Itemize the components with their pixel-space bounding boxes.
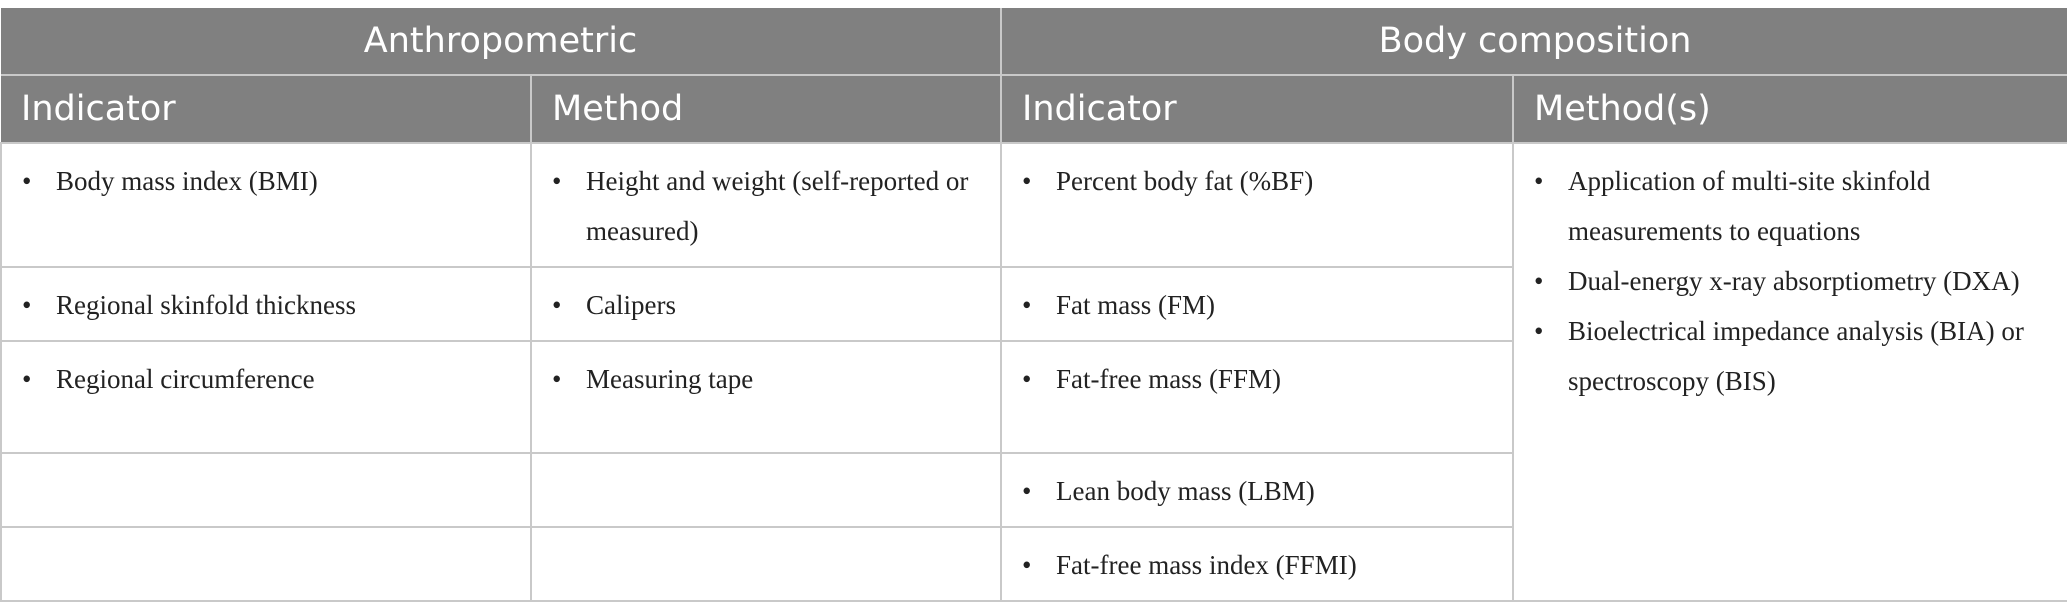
- bullet-icon: •: [22, 364, 32, 394]
- list-item: • Height and weight (self-reported or me…: [546, 156, 986, 256]
- list-item: • Body mass index (BMI): [16, 156, 516, 206]
- anthro-indicator-cell: • Regional skinfold thickness: [0, 266, 532, 342]
- list-item: • Percent body fat (%BF): [1016, 156, 1498, 206]
- list-item: • Measuring tape: [546, 354, 986, 404]
- body-indicator-cell: • Lean body mass (LBM): [1000, 452, 1514, 528]
- bullet-icon: •: [1534, 166, 1544, 196]
- body-indicator-cell: • Percent body fat (%BF): [1000, 142, 1514, 268]
- bullet-icon: •: [1022, 290, 1032, 320]
- body-methods-cell: • Application of multi-site skinfold mea…: [1512, 142, 2067, 602]
- column-header-anthro-method: Method: [530, 75, 1001, 144]
- body-indicator-cell: • Fat-free mass index (FFMI): [1000, 526, 1514, 602]
- body-method-text: Application of multi-site skinfold measu…: [1568, 166, 1931, 246]
- bullet-icon: •: [1534, 316, 1544, 346]
- body-indicator-cell: • Fat mass (FM): [1000, 266, 1514, 342]
- body-method-text: Dual-energy x-ray absorptiometry (DXA): [1568, 266, 2020, 296]
- body-indicator-text: Percent body fat (%BF): [1056, 166, 1314, 196]
- anthro-method-cell-empty: [530, 526, 1002, 602]
- body-indicator-text: Fat-free mass (FFM): [1056, 364, 1281, 394]
- list-item: • Regional skinfold thickness: [16, 280, 516, 330]
- body-indicator-text: Lean body mass (LBM): [1056, 476, 1315, 506]
- body-method-text: Bioelectrical impedance analysis (BIA) o…: [1568, 316, 2024, 396]
- list-item: • Lean body mass (LBM): [1016, 466, 1498, 516]
- anthro-method-cell: • Height and weight (self-reported or me…: [530, 142, 1002, 268]
- list-item: • Calipers: [546, 280, 986, 330]
- column-header-row: Indicator Method Indicator Method(s): [1, 75, 2067, 144]
- body-indicator-cell: • Fat-free mass (FFM): [1000, 340, 1514, 454]
- bullet-icon: •: [1022, 166, 1032, 196]
- column-header-body-methods: Method(s): [1512, 75, 2067, 144]
- column-header-body-indicator: Indicator: [1000, 75, 1513, 144]
- anthro-method-text: Calipers: [586, 290, 676, 320]
- indicators-table: Anthropometric Body composition Indicato…: [0, 8, 2067, 602]
- anthro-method-text: Height and weight (self-reported or meas…: [586, 166, 969, 246]
- anthro-indicator-text: Regional circumference: [56, 364, 315, 394]
- anthro-method-cell: • Calipers: [530, 266, 1002, 342]
- group-header-anthropometric: Anthropometric: [1, 8, 1001, 76]
- bullet-icon: •: [22, 290, 32, 320]
- bullet-icon: •: [1022, 550, 1032, 580]
- table-row: • Regional skinfold thickness • Calipers…: [0, 266, 2067, 342]
- body-indicator-text: Fat-free mass index (FFMI): [1056, 550, 1357, 580]
- bullet-icon: •: [552, 290, 562, 320]
- bullet-icon: •: [22, 166, 32, 196]
- bullet-icon: •: [552, 364, 562, 394]
- list-item: • Fat-free mass (FFM): [1016, 354, 1498, 404]
- anthro-indicator-cell-empty: [0, 452, 532, 528]
- anthro-indicator-text: Regional skinfold thickness: [56, 290, 356, 320]
- bullet-icon: •: [1022, 364, 1032, 394]
- anthro-indicator-cell-empty: [0, 526, 532, 602]
- anthro-indicator-cell: • Regional circumference: [0, 340, 532, 454]
- group-header-body-composition: Body composition: [1000, 8, 2067, 76]
- list-item: • Fat mass (FM): [1016, 280, 1498, 330]
- list-item: • Dual-energy x-ray absorptiometry (DXA): [1528, 256, 2053, 306]
- bullet-icon: •: [552, 166, 562, 196]
- anthro-method-cell: • Measuring tape: [530, 340, 1002, 454]
- anthro-indicator-text: Body mass index (BMI): [56, 166, 318, 196]
- anthro-method-cell-empty: [530, 452, 1002, 528]
- list-item: • Fat-free mass index (FFMI): [1016, 540, 1498, 590]
- table-row: • Regional circumference • Measuring tap…: [0, 340, 2067, 454]
- list-item: • Regional circumference: [16, 354, 516, 404]
- body-methods-list: • Application of multi-site skinfold mea…: [1528, 156, 2053, 406]
- body-indicator-text: Fat mass (FM): [1056, 290, 1216, 320]
- table-row: • Lean body mass (LBM): [0, 452, 2067, 528]
- bullet-icon: •: [1022, 476, 1032, 506]
- group-header-row: Anthropometric Body composition: [1, 8, 2067, 76]
- anthro-indicator-cell: • Body mass index (BMI): [0, 142, 532, 268]
- bullet-icon: •: [1534, 266, 1544, 296]
- list-item: • Application of multi-site skinfold mea…: [1528, 156, 2053, 256]
- list-item: • Bioelectrical impedance analysis (BIA)…: [1528, 306, 2053, 406]
- column-header-anthro-indicator: Indicator: [1, 75, 531, 144]
- table-row: • Body mass index (BMI) • Height and wei…: [0, 142, 2067, 602]
- anthro-method-text: Measuring tape: [586, 364, 754, 394]
